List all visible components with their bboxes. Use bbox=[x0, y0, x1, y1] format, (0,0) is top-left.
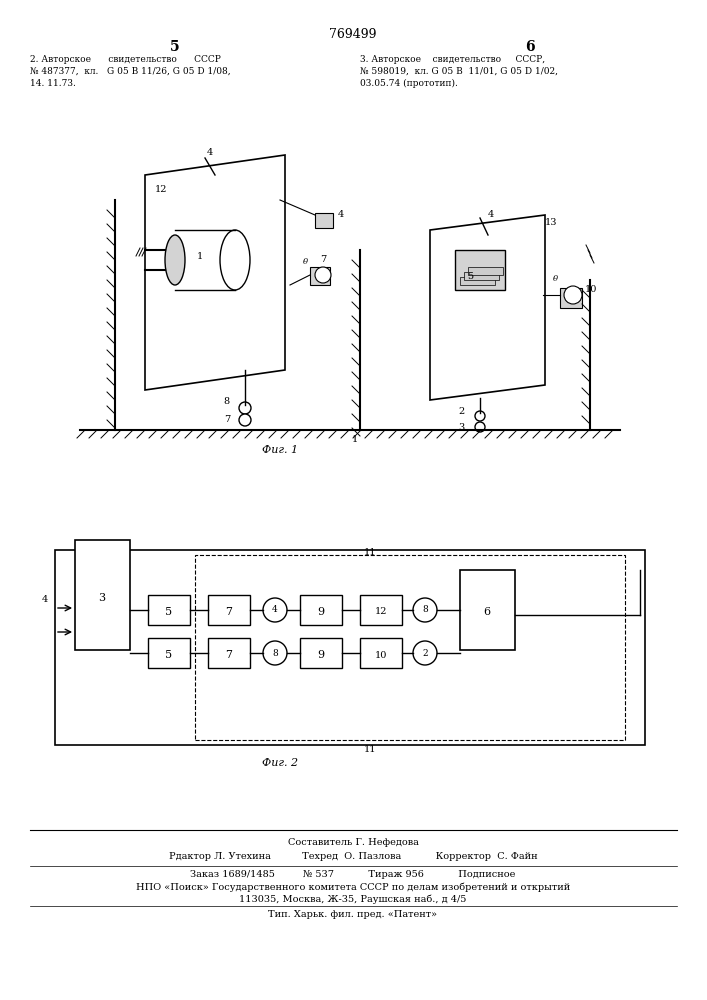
Text: 6: 6 bbox=[525, 40, 534, 54]
Text: 7: 7 bbox=[223, 416, 230, 424]
Bar bbox=[300, 638, 342, 668]
Text: 12: 12 bbox=[155, 185, 168, 194]
Text: θ: θ bbox=[552, 275, 558, 283]
Text: 9: 9 bbox=[317, 650, 325, 660]
Text: 5: 5 bbox=[165, 650, 173, 660]
Text: 4: 4 bbox=[42, 595, 48, 604]
Text: 4: 4 bbox=[338, 210, 344, 219]
Bar bbox=[315, 213, 333, 228]
Text: НПО «Поиск» Государственного комитета СССР по делам изобретений и открытий: НПО «Поиск» Государственного комитета СС… bbox=[136, 882, 570, 892]
Circle shape bbox=[263, 641, 287, 665]
Text: Заказ 1689/1485         № 537           Тираж 956           Подписное: Заказ 1689/1485 № 537 Тираж 956 Подписно… bbox=[190, 870, 515, 879]
Bar bbox=[464, 272, 499, 280]
Text: 10: 10 bbox=[585, 286, 597, 294]
Circle shape bbox=[413, 641, 437, 665]
Text: 5: 5 bbox=[467, 272, 473, 281]
Text: 7: 7 bbox=[320, 255, 326, 264]
Text: 769499: 769499 bbox=[329, 28, 377, 41]
Text: 2: 2 bbox=[459, 408, 465, 416]
Text: Тип. Харьк. фил. пред. «Патент»: Тип. Харьк. фил. пред. «Патент» bbox=[269, 910, 438, 919]
Text: 5: 5 bbox=[165, 607, 173, 617]
Text: 3. Авторское    свидетельство     СССР,: 3. Авторское свидетельство СССР, bbox=[360, 55, 545, 64]
Bar bbox=[195, 555, 625, 740]
Text: 03.05.74 (прототип).: 03.05.74 (прототип). bbox=[360, 79, 458, 88]
Text: 9: 9 bbox=[317, 607, 325, 617]
Bar bbox=[460, 570, 515, 650]
Bar bbox=[310, 267, 330, 285]
Text: 113035, Москва, Ж-35, Раушская наб., д 4/5: 113035, Москва, Ж-35, Раушская наб., д 4… bbox=[239, 894, 467, 904]
Bar bbox=[208, 638, 250, 668]
Text: № 598019,  кл. G 05 B  11/01, G 05 D 1/02,: № 598019, кл. G 05 B 11/01, G 05 D 1/02, bbox=[360, 67, 558, 76]
Ellipse shape bbox=[165, 235, 185, 285]
Bar bbox=[300, 595, 342, 625]
Text: 8: 8 bbox=[422, 605, 428, 614]
Circle shape bbox=[413, 598, 437, 622]
Text: 12: 12 bbox=[375, 607, 387, 616]
Circle shape bbox=[263, 598, 287, 622]
Text: 4: 4 bbox=[272, 605, 278, 614]
Bar bbox=[455, 250, 505, 290]
Text: 11: 11 bbox=[363, 548, 376, 557]
Circle shape bbox=[239, 402, 251, 414]
Text: № 487377,  кл.   G 05 B 11/26, G 05 D 1/08,: № 487377, кл. G 05 B 11/26, G 05 D 1/08, bbox=[30, 67, 230, 76]
Text: 1: 1 bbox=[197, 252, 203, 261]
Text: 6: 6 bbox=[484, 607, 491, 617]
Text: 10: 10 bbox=[375, 650, 387, 660]
Bar bbox=[55, 550, 645, 745]
Text: θ: θ bbox=[303, 258, 308, 266]
Text: 14. 11.73.: 14. 11.73. bbox=[30, 79, 76, 88]
Text: Фиг. 1: Фиг. 1 bbox=[262, 445, 298, 455]
Circle shape bbox=[475, 411, 485, 421]
Bar bbox=[460, 277, 495, 285]
Bar bbox=[360, 595, 402, 625]
Text: 2. Авторское      свидетельство      СССР: 2. Авторское свидетельство СССР bbox=[30, 55, 221, 64]
Text: 8: 8 bbox=[272, 648, 278, 658]
Bar bbox=[208, 595, 250, 625]
Bar bbox=[75, 540, 130, 650]
Bar bbox=[560, 288, 582, 308]
Text: 8: 8 bbox=[224, 397, 230, 406]
Text: 5: 5 bbox=[170, 40, 180, 54]
Bar bbox=[148, 638, 190, 668]
Text: 4: 4 bbox=[488, 210, 494, 219]
Circle shape bbox=[564, 286, 582, 304]
Text: 11: 11 bbox=[363, 745, 376, 754]
Bar bbox=[360, 638, 402, 668]
Text: Рдактор Л. Утехина          Техред  О. Пазлова           Корректор  С. Файн: Рдактор Л. Утехина Техред О. Пазлова Кор… bbox=[169, 852, 537, 861]
Text: 3: 3 bbox=[459, 422, 465, 432]
Text: 3: 3 bbox=[98, 593, 105, 603]
Circle shape bbox=[475, 422, 485, 432]
Text: 7: 7 bbox=[226, 650, 233, 660]
Text: 2: 2 bbox=[422, 648, 428, 658]
Bar bbox=[148, 595, 190, 625]
Circle shape bbox=[315, 267, 331, 283]
Bar bbox=[468, 267, 503, 275]
Text: 1: 1 bbox=[352, 435, 358, 444]
Text: Фиг. 2: Фиг. 2 bbox=[262, 758, 298, 768]
Text: Составитель Г. Нефедова: Составитель Г. Нефедова bbox=[288, 838, 419, 847]
Text: 7: 7 bbox=[226, 607, 233, 617]
Circle shape bbox=[239, 414, 251, 426]
Text: 4: 4 bbox=[207, 148, 213, 157]
Text: 13: 13 bbox=[545, 218, 558, 227]
